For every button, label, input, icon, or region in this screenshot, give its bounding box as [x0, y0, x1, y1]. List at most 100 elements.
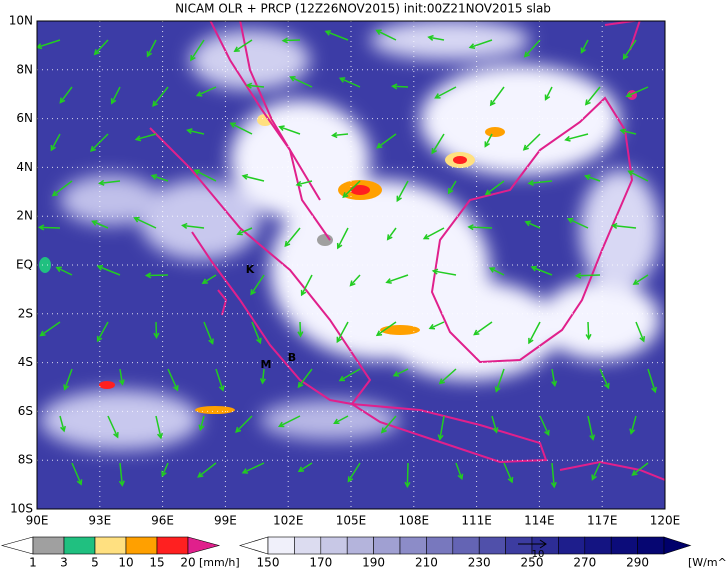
wind-arrow: [279, 126, 301, 135]
colorbar-unit: [mm/h]: [199, 556, 240, 569]
wind-arrowhead: [631, 469, 638, 476]
wind-arrowhead: [349, 280, 356, 287]
wind-arrow: [56, 266, 73, 276]
wind-arrow: [111, 86, 121, 104]
wind-arrowhead: [297, 466, 305, 473]
wind-arrow: [342, 180, 361, 198]
wind-arrowhead: [233, 46, 240, 53]
wind-arrow: [576, 274, 601, 277]
wind-arrowhead: [161, 470, 167, 478]
wind-arrowhead: [627, 170, 634, 176]
wind-arrowhead: [37, 224, 45, 231]
wind-arrow: [585, 175, 601, 182]
wind-arrowhead: [93, 49, 100, 56]
wind-reference: 10: [518, 539, 547, 560]
wind-arrowhead: [153, 332, 160, 340]
latitude-label: 8N: [16, 62, 33, 76]
wind-arrowhead: [118, 379, 125, 386]
latitude-label: 2N: [16, 209, 33, 223]
wind-arrowhead: [96, 264, 104, 271]
colorbar-label: 290: [626, 556, 649, 570]
wind-arrowhead: [507, 476, 514, 484]
wind-arrowhead: [392, 371, 400, 377]
wind-arrowhead: [245, 82, 253, 89]
wind-arrowhead: [375, 330, 383, 337]
wind-arrowhead: [629, 428, 636, 435]
latitude-label: EQ: [16, 258, 33, 272]
wind-arrowhead: [208, 338, 214, 345]
clouds: [40, 21, 660, 450]
wind-arrowhead: [584, 174, 591, 181]
wind-arrowhead: [473, 329, 480, 336]
longitude-label: 99E: [214, 514, 237, 528]
wind-arrowhead: [550, 481, 557, 489]
wind-arrowhead: [386, 234, 393, 241]
wind-arrowhead: [338, 77, 346, 83]
latitude-label: 6N: [16, 111, 33, 125]
wind-arrow: [524, 39, 541, 58]
longitude-label: 108E: [399, 514, 430, 528]
longitude-label: 93E: [88, 514, 111, 528]
colorbar-unit: [W/m^2]: [688, 556, 726, 569]
wind-arrowhead: [59, 97, 66, 104]
wind-arrow: [215, 368, 224, 391]
wind-arrow: [381, 415, 397, 433]
wind-arrowhead: [157, 432, 163, 440]
colorbar-cell: [505, 536, 533, 555]
wind-arrow: [622, 39, 637, 60]
station-label: K: [246, 263, 255, 276]
wind-arrowhead: [566, 217, 574, 224]
wind-arrowhead: [438, 378, 445, 385]
wind-arrow: [297, 368, 313, 388]
colorbar-cell: [320, 536, 348, 555]
map-area: [37, 21, 665, 509]
colorbar-cell: [584, 536, 612, 555]
colorbar-cell: [426, 536, 454, 555]
wind-arrow: [52, 180, 73, 197]
wind-arrow: [630, 415, 637, 434]
wind-arrow: [587, 415, 594, 440]
wind-arrowhead: [235, 426, 242, 433]
wind-arrowhead: [336, 336, 342, 344]
wind-arrowhead: [639, 336, 646, 343]
wind-arrowhead: [468, 43, 476, 50]
colorbar-cell: [187, 536, 221, 555]
wind-arrow: [197, 462, 217, 478]
wind-arrow: [64, 368, 73, 390]
wind-arrow: [99, 180, 121, 185]
wind-arrow: [551, 462, 555, 487]
wind-arrow: [495, 368, 505, 392]
wind-arrowhead: [110, 98, 117, 105]
wind-arrowhead: [437, 434, 444, 441]
wind-arrow: [523, 133, 541, 151]
wind-arrow: [428, 36, 445, 41]
wind-arrow: [336, 321, 349, 343]
wind-arrow: [237, 227, 253, 235]
wind-arrowhead: [198, 424, 205, 432]
wind-arrowhead: [218, 385, 225, 392]
colorbar-cell: [637, 536, 665, 555]
wind-arrow: [396, 180, 409, 202]
wind-arrow: [332, 133, 349, 137]
station-label: M: [261, 358, 272, 371]
wind-arrow: [406, 462, 409, 487]
wind-arrow: [196, 86, 217, 97]
wind-arrow: [339, 77, 361, 88]
wind-arrow: [296, 180, 313, 186]
wind-arrow: [350, 274, 361, 286]
wind-arrowhead: [580, 47, 587, 54]
wind-arrowhead: [133, 216, 140, 223]
wind-arrow: [119, 368, 124, 385]
wind-arrowhead: [113, 431, 119, 439]
wind-arrowhead: [603, 382, 610, 390]
wind-arrow: [135, 133, 157, 141]
wind-arrowhead: [584, 99, 591, 106]
wind-arrowhead: [256, 337, 262, 345]
wind-arrowhead: [241, 173, 249, 180]
wind-arrowhead: [259, 378, 266, 385]
colorbar-cell: [663, 536, 692, 555]
wind-arrowhead: [190, 54, 196, 62]
wind-arrowhead: [98, 179, 105, 186]
wind-arrowhead: [527, 179, 534, 186]
wind-arrowhead: [193, 169, 200, 175]
